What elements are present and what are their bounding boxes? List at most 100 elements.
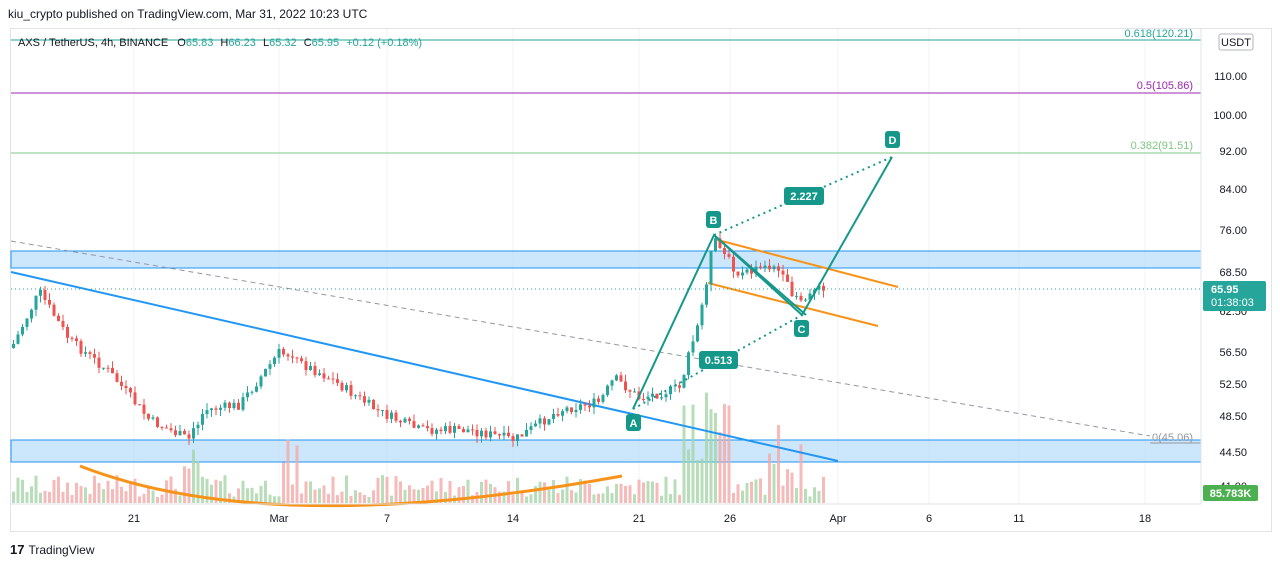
volume-bar bbox=[255, 493, 258, 503]
candle-body bbox=[183, 431, 186, 435]
resistance-zone[interactable] bbox=[10, 250, 1202, 269]
svg-text:01:38:03: 01:38:03 bbox=[1211, 297, 1254, 309]
candle-body bbox=[363, 396, 366, 403]
fib-label-382: 0.382(91.51) bbox=[1131, 140, 1193, 152]
candle-body bbox=[367, 399, 371, 403]
candle-body bbox=[475, 429, 479, 437]
volume-bar bbox=[642, 482, 645, 503]
volume-bar bbox=[88, 494, 92, 503]
volume-bar bbox=[192, 449, 195, 503]
candle-body bbox=[79, 341, 83, 354]
volume-bar bbox=[520, 492, 524, 503]
candle-body bbox=[111, 367, 114, 374]
volume-bar bbox=[772, 463, 776, 503]
volume-bar bbox=[669, 494, 672, 503]
volume-bar bbox=[777, 424, 780, 503]
candle-body bbox=[421, 425, 425, 427]
wave-labels[interactable]: A B C D 0.513 2.227 bbox=[626, 131, 900, 431]
time-axis[interactable]: 21 Mar 7 14 21 26 Apr 6 11 18 bbox=[11, 503, 1201, 525]
price-axis[interactable]: 110.00 100.00 92.00 84.00 76.00 68.50 62… bbox=[1200, 29, 1266, 504]
candle-body bbox=[327, 378, 330, 380]
time-tick: Apr bbox=[829, 513, 846, 525]
volume-bar bbox=[624, 485, 627, 503]
candle-body bbox=[763, 265, 767, 269]
orange-rounding-bottom[interactable] bbox=[79, 464, 623, 508]
volume-bar bbox=[462, 486, 465, 503]
candle-body bbox=[318, 373, 321, 376]
zones[interactable] bbox=[10, 250, 1202, 463]
ratio-label-2227[interactable]: 2.227 bbox=[784, 187, 824, 205]
fib-lines[interactable]: 0.618(120.21) 0.5(105.86) 0.382(91.51) 0… bbox=[11, 28, 1201, 444]
candle-body bbox=[376, 409, 380, 411]
volume-bar bbox=[691, 404, 695, 503]
candle-body bbox=[786, 274, 789, 282]
volume-bar bbox=[403, 489, 407, 503]
volume-bar bbox=[39, 492, 42, 503]
volume-bar bbox=[660, 495, 663, 503]
volume-bar bbox=[480, 481, 483, 503]
candle-body bbox=[52, 304, 56, 316]
currency-badge[interactable]: USDT bbox=[1218, 33, 1254, 51]
wave-label-d[interactable]: D bbox=[885, 131, 900, 148]
volume-bar bbox=[768, 453, 771, 503]
candle-body bbox=[12, 343, 15, 348]
volume-bar bbox=[723, 404, 726, 503]
candle-body bbox=[358, 395, 362, 397]
candle-body bbox=[196, 424, 200, 429]
volume-bar bbox=[219, 481, 222, 503]
candle-body bbox=[408, 418, 411, 422]
gray-dashed-trendline[interactable] bbox=[10, 240, 1151, 437]
wave-label-c[interactable]: C bbox=[794, 320, 809, 337]
volume-bar bbox=[291, 484, 294, 503]
ratio-label-0513[interactable]: 0.513 bbox=[699, 351, 738, 369]
wave-bc-diagonal[interactable] bbox=[713, 234, 807, 316]
price-tick: 48.50 bbox=[1219, 411, 1247, 423]
symbol-legend[interactable]: AXS / TetherUS, 4h, BINANCE O65.83 H66.2… bbox=[18, 37, 422, 49]
candle-body bbox=[88, 352, 92, 355]
candle-body bbox=[660, 397, 663, 399]
candle-body bbox=[178, 431, 182, 436]
volume-bar bbox=[516, 477, 519, 503]
candle-body bbox=[300, 358, 303, 362]
volume-bar bbox=[489, 484, 492, 503]
tradingview-logo[interactable]: 17 TradingView bbox=[10, 542, 95, 557]
volume-bar bbox=[48, 491, 51, 503]
volume-bar bbox=[799, 444, 803, 503]
candle-body bbox=[34, 295, 38, 310]
volume-bar bbox=[822, 476, 825, 503]
trend-lines[interactable] bbox=[10, 238, 1151, 508]
candle-body bbox=[601, 395, 605, 402]
volume-bar bbox=[718, 432, 722, 503]
volume-bar bbox=[714, 412, 717, 503]
volume-bar bbox=[651, 481, 654, 503]
volume-bar bbox=[354, 490, 357, 503]
wave-structure[interactable] bbox=[632, 156, 893, 410]
candle-body bbox=[403, 418, 407, 423]
volume-bar bbox=[507, 481, 510, 503]
volume-bar bbox=[250, 487, 254, 503]
volume-bar bbox=[264, 480, 267, 503]
candle-body bbox=[399, 420, 402, 423]
blue-descending-trendline[interactable] bbox=[10, 271, 839, 462]
candle-body bbox=[444, 426, 447, 432]
wave-label-a[interactable]: A bbox=[626, 414, 641, 431]
volume-bar bbox=[304, 481, 308, 503]
candle-body bbox=[277, 348, 281, 358]
volume-bar bbox=[156, 496, 159, 503]
candle-body bbox=[642, 398, 645, 400]
candle-body bbox=[75, 338, 78, 342]
volume-bar bbox=[12, 491, 15, 503]
volume-bar bbox=[241, 480, 245, 503]
orange-channel-top[interactable] bbox=[713, 238, 899, 288]
volume-bar bbox=[394, 476, 398, 503]
candle-body bbox=[48, 299, 51, 305]
candle-body bbox=[228, 402, 231, 409]
wave-label-b[interactable]: B bbox=[706, 211, 721, 228]
volume-bar bbox=[804, 488, 807, 503]
candle-body bbox=[502, 432, 506, 436]
candle-body bbox=[129, 388, 132, 393]
candle-body bbox=[583, 404, 587, 406]
volume-bar bbox=[205, 478, 209, 503]
wave-abcd-path[interactable] bbox=[632, 156, 893, 410]
